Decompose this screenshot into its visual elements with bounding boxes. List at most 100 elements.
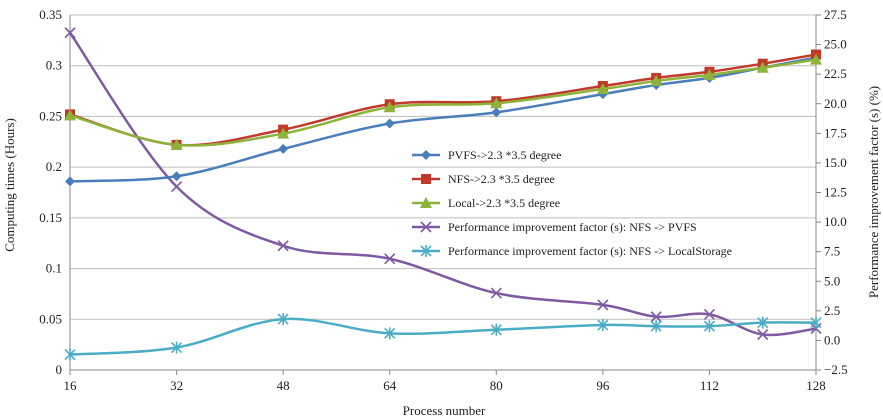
marker-stroke [490,287,502,299]
legend-marker [420,221,432,233]
y-left-tick-label: 0.05 [39,311,62,326]
data-point [490,97,503,109]
legend-label: Local->2.3 *3.5 degree [448,196,560,210]
series-layer [64,27,822,361]
marker-stroke [703,308,715,320]
y-right-tick-label: 0.0 [824,332,840,347]
x-tick-label: 16 [64,378,78,393]
x-tick-label: 48 [277,378,290,393]
data-point [757,328,769,341]
x-tick-label: 128 [806,378,826,393]
series-4 [64,27,822,341]
y-left-tick-label: 0.2 [46,159,62,174]
data-point [278,143,289,154]
y-right-tick-label: 10.0 [824,214,847,229]
x-tick-label: 32 [170,378,183,393]
data-point [64,27,76,39]
data-point [277,313,289,326]
y-axis-right-label: Performance improvement factor (s) (%) [866,86,881,298]
data-point [703,308,715,320]
legend-marker [421,174,431,184]
series-line [69,53,817,147]
marker-stroke [277,240,289,252]
data-point [756,61,769,73]
series-2 [65,49,821,150]
series-3 [64,53,822,150]
legend-item-4: Performance improvement factor (s): NFS … [412,220,697,234]
x-tick-label: 96 [596,378,610,393]
legend-marker [421,150,431,160]
legend-label: PVFS->2.3 *3.5 degree [448,148,561,162]
data-point [384,253,396,265]
legend-item-5: Performance improvement factor (s): NFS … [412,244,732,258]
data-point [490,323,502,336]
y-right-tick-label: 20.0 [824,96,847,111]
data-point [810,316,822,329]
y-right-tick-label: 5.0 [824,273,840,288]
data-point [64,109,76,121]
data-point [491,107,502,118]
marker-stroke [420,221,432,233]
x-axis-label: Process number [403,403,486,418]
legend-item-1: PVFS->2.3 *3.5 degree [412,148,561,162]
legend-label: Performance improvement factor (s): NFS … [448,244,732,258]
legend-label: NFS->2.3 *3.5 degree [448,172,555,186]
series-line [69,317,817,356]
axes: 0 0.05 0.1 0.15 0.2 0.25 0.3 0.35 −2.5 0.0 2.5 5.0 7… [39,7,847,393]
x-tick-label: 64 [383,378,397,393]
data-point [650,311,662,323]
data-point [490,287,502,299]
legend: PVFS->2.3 *3.5 degree NFS->2.3 *3.5 degre… [412,148,732,258]
legend-item-3: Local->2.3 *3.5 degree [412,196,560,210]
data-point [757,316,769,329]
x-tick-label: 112 [700,378,719,393]
marker-stroke [757,328,769,341]
y-right-tick-label: 15.0 [824,155,847,170]
data-point [64,348,76,361]
marker-stroke [171,181,183,193]
data-point [810,53,822,65]
y-left-tick-label: 0.3 [46,58,62,73]
data-point [597,319,609,332]
data-point [170,138,183,150]
data-point [383,101,396,113]
data-point [650,74,663,86]
series-5 [64,313,822,361]
data-point [596,83,609,95]
series-line [68,32,817,337]
y-right-tick-label: −2.5 [824,362,848,377]
y-right-tick-label: 25.0 [824,37,847,52]
data-point [384,118,395,129]
y-right-tick-label: 7.5 [824,244,840,259]
y-right-tick-label: 12.5 [824,185,847,200]
y-left-tick-label: 0.1 [46,261,62,276]
marker-stroke [650,311,662,323]
data-point [171,181,183,193]
marker-stroke [597,299,609,311]
data-point [650,320,662,333]
legend-label: Performance improvement factor (s): NFS … [448,220,697,234]
x-tick-label: 80 [490,378,503,393]
y-left-tick-label: 0.25 [39,108,62,123]
data-point [65,176,75,187]
y-left-tick-label: 0 [56,362,63,377]
data-point [171,171,182,182]
y-left-tick-label: 0.35 [39,7,62,22]
legend-marker [420,245,432,257]
y-right-tick-label: 22.5 [824,66,847,81]
data-point [171,341,183,354]
data-point [703,320,715,333]
marker-stroke [384,253,396,265]
y-right-tick-label: 27.5 [824,7,847,22]
y-right-tick-label: 17.5 [824,125,847,140]
y-axis-left-label: Computing times (Hours) [2,118,17,252]
data-point [597,299,609,311]
data-point [384,327,396,340]
marker-stroke [64,27,76,39]
y-left-tick-label: 0.15 [39,210,62,225]
data-point [277,240,289,252]
data-point [703,68,716,80]
legend-item-2: NFS->2.3 *3.5 degree [412,172,555,186]
data-point [277,127,290,139]
